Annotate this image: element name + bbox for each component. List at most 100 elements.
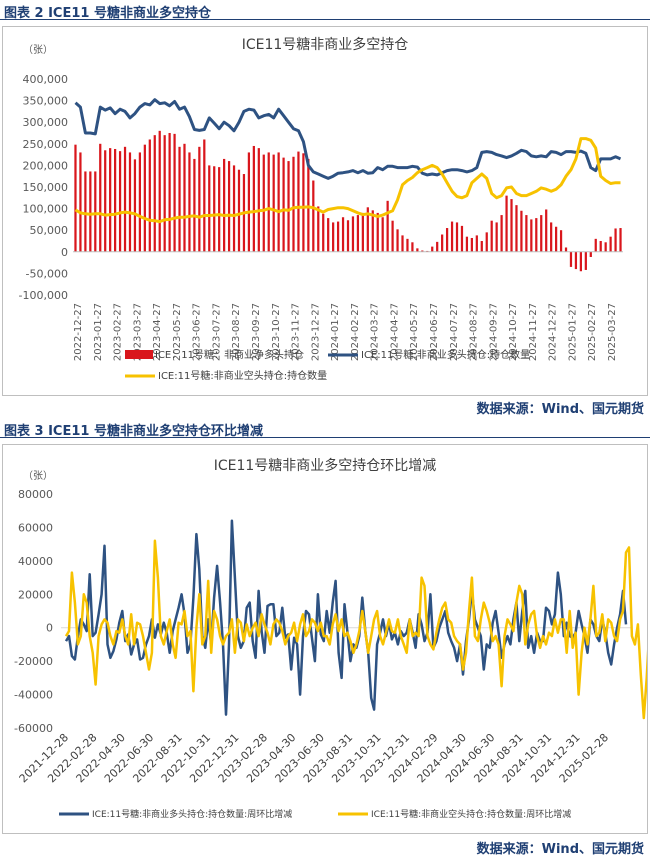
bar-net-long-3 xyxy=(89,171,92,252)
bar-net-long-18 xyxy=(163,135,166,252)
bar-net-long-44 xyxy=(292,156,295,252)
x-tick-label-2022-12-27: 2022-12-27 xyxy=(73,303,84,361)
bar-net-long-78 xyxy=(460,225,464,252)
bar-net-long-7 xyxy=(109,148,112,252)
legend-swatch-net-long xyxy=(125,350,153,359)
bar-net-long-97 xyxy=(554,226,558,252)
bar-net-long-15 xyxy=(148,139,151,252)
bar-net-long-46 xyxy=(302,153,305,252)
bar-net-long-108 xyxy=(609,236,612,252)
bar-net-long-86 xyxy=(500,215,503,252)
bar-net-long-74 xyxy=(441,234,444,252)
bar-net-long-89 xyxy=(515,205,518,252)
bar-net-long-9 xyxy=(118,151,122,252)
bar-net-long-33 xyxy=(237,169,241,252)
bar-net-long-88 xyxy=(510,199,513,252)
bar-net-long-72 xyxy=(431,246,434,252)
bar-net-long-93 xyxy=(535,218,538,252)
x-tick-label-2024-07-27: 2024-07-27 xyxy=(449,303,460,361)
legend-label-net-long: ICE：11号糖：非商业净多头持仓 xyxy=(155,348,304,361)
x-tick-label-2025-02-27: 2025-02-27 xyxy=(587,303,598,361)
figure1-caption-rule xyxy=(0,19,650,20)
bar-net-long-63 xyxy=(386,200,389,252)
bar-net-long-23 xyxy=(188,152,191,252)
legend: ICE：11号糖：非商业净多头持仓 ICE:11号糖:非商业多头持仓:持仓数量 … xyxy=(125,348,530,382)
x-tick-label-2024-03-27: 2024-03-27 xyxy=(370,303,381,361)
bar-net-long-10 xyxy=(123,146,127,252)
bar-net-long-16 xyxy=(153,135,156,252)
bar-net-long-65 xyxy=(396,229,399,252)
bar-net-long-90 xyxy=(520,210,523,252)
bar-net-long-0 xyxy=(74,144,77,252)
bar-net-long-17 xyxy=(158,130,161,252)
bar-net-long-82 xyxy=(480,241,483,252)
bar-net-long-40 xyxy=(272,154,275,252)
figure1-chart-panel: ICE11号糖非商业多空持仓 （张） 400,000 350,000 300,000… xyxy=(2,26,648,396)
legend-label-long: ICE:11号糖:非商业多头持仓:持仓数量 xyxy=(361,348,530,361)
bar-net-long-102 xyxy=(579,251,582,272)
bar-net-long-110 xyxy=(619,228,622,252)
bar-net-long-28 xyxy=(213,166,216,252)
x-tick-label-2024-10-27: 2024-10-27 xyxy=(508,303,519,361)
y-tick-label: 150,000 xyxy=(23,181,69,194)
x-tick-label-2024-04-27: 2024-04-27 xyxy=(389,303,400,361)
bar-net-long-8 xyxy=(114,148,117,252)
y-tick-label: 60000 xyxy=(18,521,53,534)
bar-net-long-64 xyxy=(391,220,394,252)
x-tick-label-2024-06-27: 2024-06-27 xyxy=(429,303,440,361)
bar-net-long-62 xyxy=(381,217,384,252)
bar-net-long-13 xyxy=(138,152,142,252)
bar-net-long-68 xyxy=(411,242,414,252)
bar-net-long-73 xyxy=(436,241,439,252)
y-tick-label: 80000 xyxy=(18,488,53,501)
bar-net-long-77 xyxy=(455,222,459,252)
bar-net-long-36 xyxy=(252,145,255,252)
bar-net-long-19 xyxy=(168,133,171,252)
x-tick-label-2024-12-27: 2024-12-27 xyxy=(548,303,559,361)
bar-net-long-96 xyxy=(550,222,553,252)
bar-net-long-104 xyxy=(589,251,592,257)
bar-net-long-91 xyxy=(525,215,528,252)
bar-net-long-29 xyxy=(218,167,221,252)
x-tick-label-2024-02-27: 2024-02-27 xyxy=(350,303,361,361)
bar-net-long-38 xyxy=(262,154,265,252)
bar-net-long-41 xyxy=(277,152,280,252)
bar-net-long-66 xyxy=(401,235,404,252)
x-tick-label-2024-11-27: 2024-11-27 xyxy=(528,303,539,361)
y-tick-label: 0 xyxy=(61,246,68,259)
bar-net-long-45 xyxy=(297,151,300,252)
figure1-source: 数据来源：Wind、国元期货 xyxy=(476,402,644,417)
bar-net-long-20 xyxy=(173,133,176,252)
bar-net-long-58 xyxy=(361,212,364,252)
bar-net-long-103 xyxy=(584,251,587,270)
bar-net-long-99 xyxy=(564,247,568,252)
y-tick-label: 350,000 xyxy=(23,95,69,108)
y-tick-label: 0 xyxy=(46,622,53,635)
bar-net-long-42 xyxy=(282,157,285,252)
x-tick-label-2023-08-27: 2023-08-27 xyxy=(231,303,242,361)
x-tick-label-2024-01-27: 2024-01-27 xyxy=(330,303,341,361)
x-tick-label-2023-07-27: 2023-07-27 xyxy=(211,303,222,361)
x-tick-label-2023-02-27: 2023-02-27 xyxy=(113,303,124,361)
bar-net-long-80 xyxy=(470,237,473,252)
x-tick-label-2023-10-27: 2023-10-27 xyxy=(271,303,282,361)
bar-net-long-6 xyxy=(104,150,107,252)
figure2-caption-rule xyxy=(0,437,650,438)
y-tick-label: -60000 xyxy=(14,722,53,735)
bar-net-long-30 xyxy=(223,158,226,252)
bar-net-long-85 xyxy=(495,222,498,252)
bar-net-long-98 xyxy=(559,230,563,252)
bar-net-long-2 xyxy=(84,171,87,252)
bar-net-long-75 xyxy=(445,228,449,252)
bar-net-long-53 xyxy=(336,221,340,252)
bar-net-long-81 xyxy=(475,235,478,252)
x-tick-label-2025-01-27: 2025-01-27 xyxy=(567,303,578,361)
bar-net-long-49 xyxy=(317,206,320,252)
bar-net-long-31 xyxy=(227,161,231,252)
bar-net-long-48 xyxy=(312,180,315,252)
bar-net-long-51 xyxy=(327,218,330,252)
y-tick-label: 50,000 xyxy=(30,224,69,237)
bar-net-long-79 xyxy=(465,236,469,252)
bar-net-long-106 xyxy=(599,241,602,252)
x-tick-label-2023-09-27: 2023-09-27 xyxy=(251,303,262,361)
